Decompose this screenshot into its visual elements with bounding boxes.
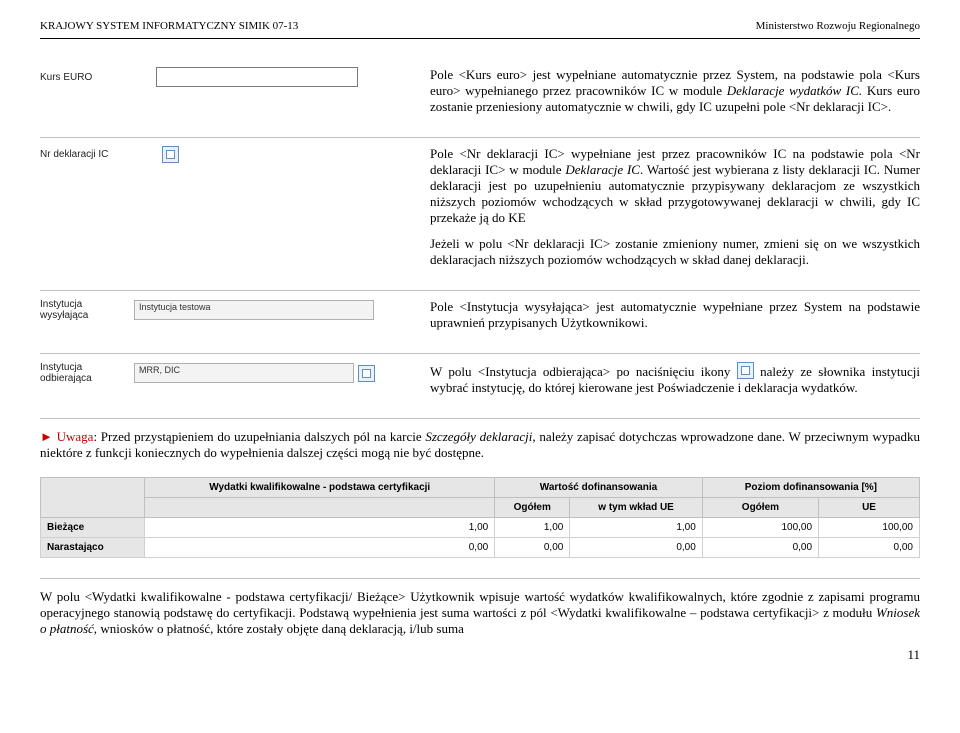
th-ogolem: Ogółem — [495, 498, 570, 518]
inst-odbierajaca-label: Instytucja odbierająca — [40, 362, 130, 384]
nr-deklaracji-text: Pole <Nr deklaracji IC> wypełniane jest … — [430, 146, 920, 278]
inst-odbierajaca-value: MRR, DIC — [134, 363, 354, 383]
field-nr-deklaracji: Nr deklaracji IC — [40, 146, 430, 163]
bottom-paragraph: W polu <Wydatki kwalifikowalne - podstaw… — [40, 578, 920, 637]
cell: 0,00 — [702, 538, 818, 558]
inst-odbierajaca-text: W polu <Instytucja odbierająca> po naciś… — [430, 362, 920, 396]
inst-wysylajaca-label: Instytucja wysyłająca — [40, 299, 130, 321]
th-group-1: Wydatki kwalifikowalne - podstawa certyf… — [145, 478, 495, 498]
inst-wysylajaca-text: Pole <Instytucja wysyłająca> jest automa… — [430, 299, 920, 331]
row-inst-odbierajaca: Instytucja odbierająca MRR, DIC W polu <… — [40, 353, 920, 406]
nr-deklaracji-label: Nr deklaracji IC — [40, 149, 108, 160]
header-divider — [40, 38, 920, 39]
th-blank2 — [145, 498, 495, 518]
lookup-icon[interactable] — [162, 146, 179, 163]
field-kurs-euro: Kurs EURO — [40, 67, 430, 87]
header-right: Ministerstwo Rozwoju Regionalnego — [756, 20, 920, 32]
table-row-biezace: Bieżące 1,00 1,00 1,00 100,00 100,00 — [41, 518, 920, 538]
lookup-icon-inline — [737, 362, 754, 379]
th-wtym: w tym wkład UE — [570, 498, 702, 518]
cell: 0,00 — [819, 538, 920, 558]
cell: 0,00 — [570, 538, 702, 558]
field-inst-odbierajaca: Instytucja odbierająca MRR, DIC — [40, 362, 430, 384]
kurs-euro-text: Pole <Kurs euro> jest wypełniane automat… — [430, 67, 920, 125]
cell[interactable]: 1,00 — [495, 518, 570, 538]
lookup-icon[interactable] — [358, 365, 375, 382]
row-nr-deklaracji: Nr deklaracji IC Pole <Nr deklaracji IC>… — [40, 137, 920, 278]
inst-wysylajaca-value: Instytucja testowa — [134, 300, 374, 320]
th-group-3: Poziom dofinansowania [%] — [702, 478, 919, 498]
page-header: KRAJOWY SYSTEM INFORMATYCZNY SIMIK 07-13… — [40, 20, 920, 32]
table-row-narastajaco: Narastająco 0,00 0,00 0,00 0,00 0,00 — [41, 538, 920, 558]
header-left: KRAJOWY SYSTEM INFORMATYCZNY SIMIK 07-13 — [40, 20, 298, 32]
cell: 0,00 — [495, 538, 570, 558]
row-label-narastajaco: Narastająco — [41, 538, 145, 558]
cell[interactable]: 1,00 — [570, 518, 702, 538]
th-ue: UE — [819, 498, 920, 518]
th-ogolem2: Ogółem — [702, 498, 818, 518]
kurs-euro-label: Kurs EURO — [40, 72, 92, 83]
warning-paragraph: ► Uwaga: Przed przystąpieniem do uzupełn… — [40, 418, 920, 461]
cell: 100,00 — [702, 518, 818, 538]
data-table: Wydatki kwalifikowalne - podstawa certyf… — [40, 477, 920, 558]
row-label-biezace: Bieżące — [41, 518, 145, 538]
warning-prefix: ► Uwaga — [40, 429, 93, 444]
page: KRAJOWY SYSTEM INFORMATYCZNY SIMIK 07-13… — [0, 0, 960, 673]
page-number: 11 — [40, 647, 920, 663]
th-blank — [41, 478, 145, 518]
cell: 100,00 — [819, 518, 920, 538]
row-inst-wysylajaca: Instytucja wysyłająca Instytucja testowa… — [40, 290, 920, 341]
cell: 0,00 — [145, 538, 495, 558]
cell[interactable]: 1,00 — [145, 518, 495, 538]
kurs-euro-input[interactable] — [156, 67, 358, 87]
row-kurs-euro: Kurs EURO Pole <Kurs euro> jest wypełnia… — [40, 59, 920, 125]
field-inst-wysylajaca: Instytucja wysyłająca Instytucja testowa — [40, 299, 430, 321]
th-group-2: Wartość dofinansowania — [495, 478, 703, 498]
table-header-row-1: Wydatki kwalifikowalne - podstawa certyf… — [41, 478, 920, 498]
table-header-row-2: Ogółem w tym wkład UE Ogółem UE — [41, 498, 920, 518]
